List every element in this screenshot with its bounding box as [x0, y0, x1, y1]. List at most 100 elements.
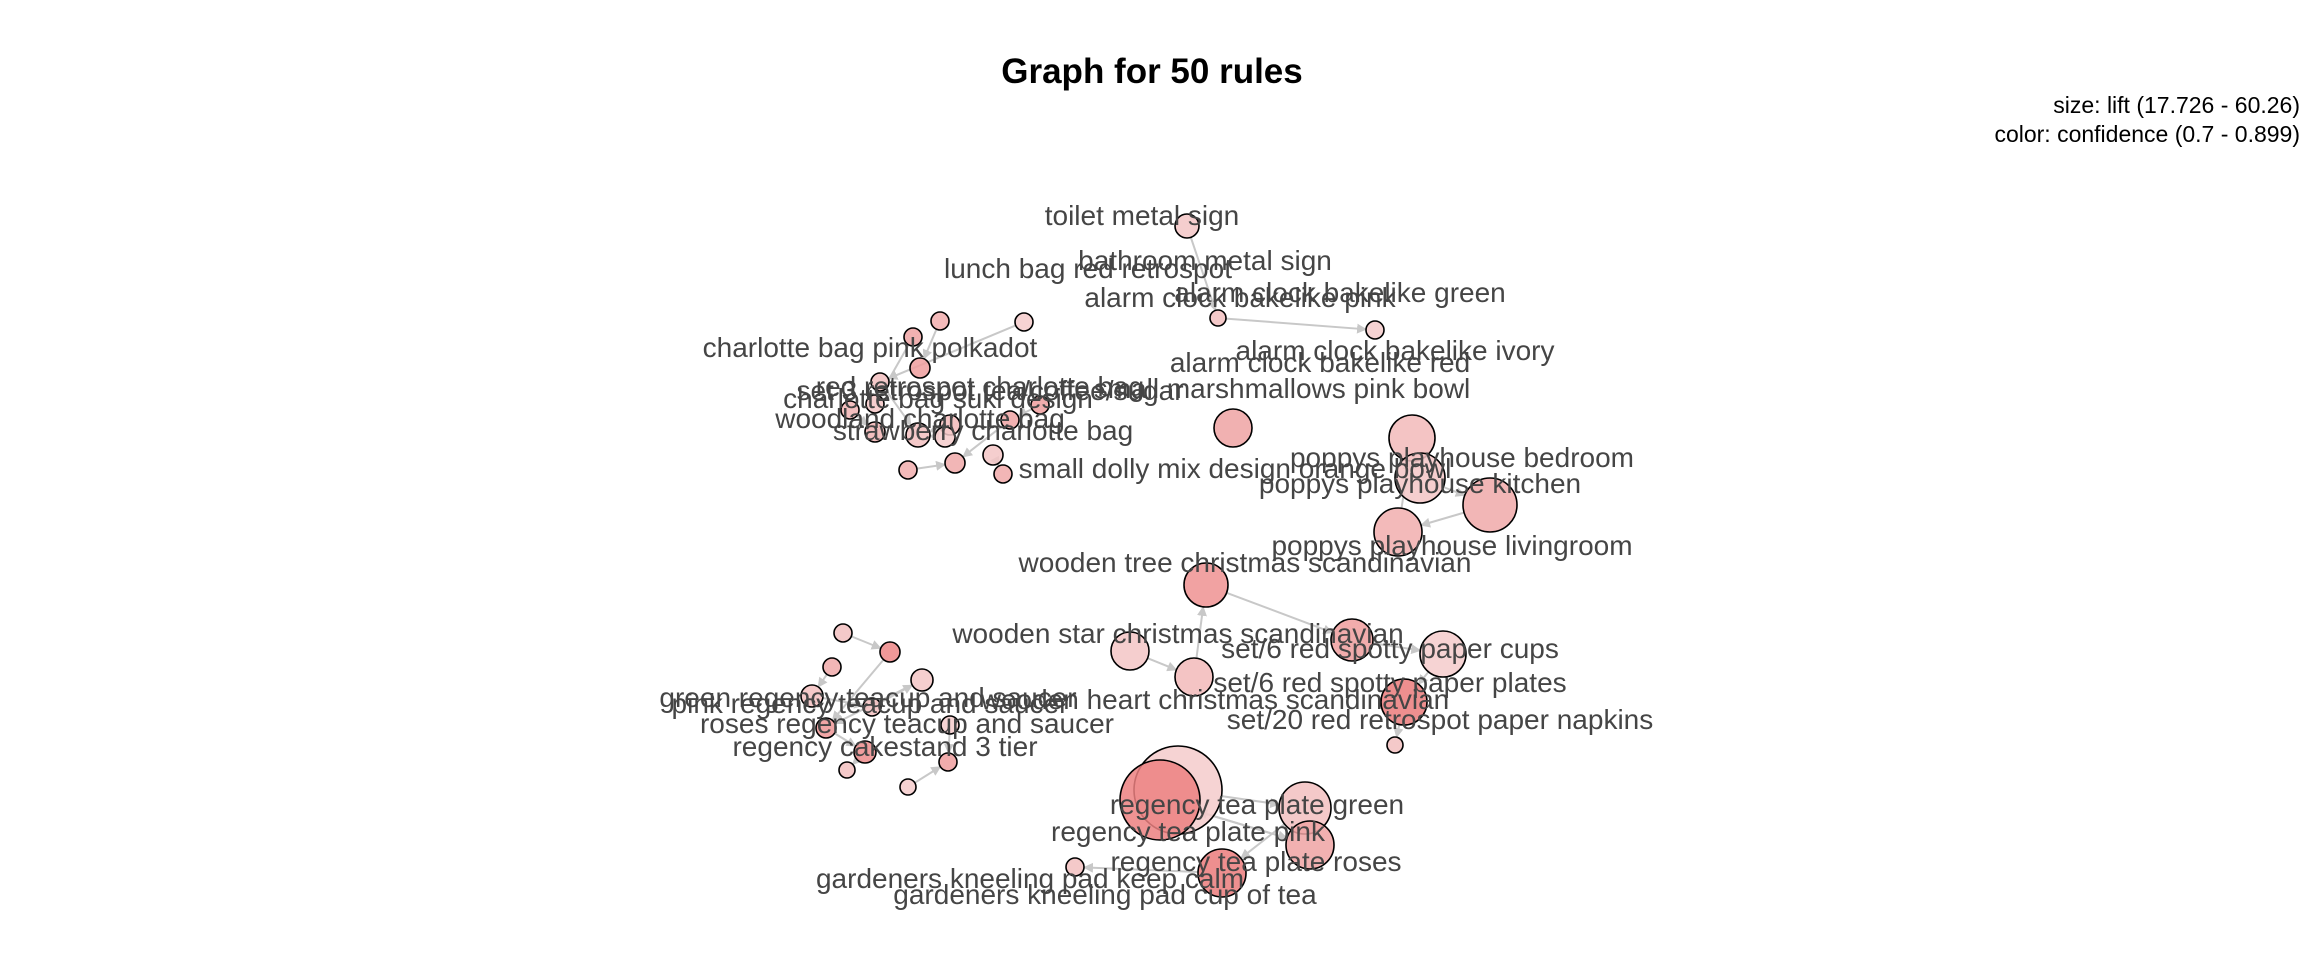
item-label-20: wooden heart christmas scandinavian — [980, 684, 1449, 715]
rule-node-31 — [1386, 736, 1404, 754]
graph-edge-37 — [822, 696, 865, 709]
item-label-24: green regency teacup and saucer — [659, 682, 1076, 713]
item-label-10: set 3 retrospot tea/coffee/sugar — [796, 375, 1183, 406]
rule-node-27 — [1110, 631, 1150, 671]
graph-edge-35 — [943, 733, 954, 755]
rule-node-6 — [840, 400, 860, 420]
graph-edge-6 — [1017, 407, 1033, 417]
rule-node-3 — [903, 327, 923, 347]
item-label-18: wooden tree christmas scandinavian — [1018, 547, 1472, 578]
rule-node-28 — [1174, 657, 1214, 697]
graph-edge-0 — [1189, 237, 1218, 312]
rule-node-18 — [1209, 309, 1227, 327]
rule-node-9 — [1030, 395, 1050, 415]
rule-node-42 — [800, 684, 824, 708]
rule-node-44 — [853, 740, 877, 764]
item-label-21: set/6 red spotty paper cups — [1221, 633, 1559, 664]
rule-node-47 — [938, 752, 958, 772]
graph-edge-14 — [1442, 486, 1466, 497]
rule-node-12 — [934, 426, 956, 448]
item-label-11: woodland charlotte bag — [774, 403, 1065, 434]
rule-node-22 — [1394, 452, 1446, 504]
rule-node-46 — [899, 778, 917, 796]
graph-edge-29 — [817, 673, 828, 688]
legend-color: color: confidence (0.7 - 0.899) — [1994, 121, 2300, 147]
graph-edge-23 — [1221, 795, 1281, 809]
rule-node-45 — [838, 761, 856, 779]
rule-node-16 — [982, 444, 1004, 466]
item-label-6: alarm clock bakelike ivory — [1236, 335, 1555, 366]
item-label-23: set/20 red retrospot paper napkins — [1227, 704, 1653, 735]
item-label-19: wooden star christmas scandinavian — [951, 618, 1403, 649]
rule-node-19 — [1365, 320, 1385, 340]
item-label-32: gardeners kneeling pad cup of tea — [893, 879, 1317, 910]
graph-edge-34 — [879, 684, 914, 704]
item-label-7: alarm clock bakelike red — [1170, 347, 1470, 378]
graph-edge-4 — [856, 415, 869, 427]
graph-edge-21 — [1393, 724, 1404, 739]
graph-edge-22 — [1372, 642, 1422, 655]
rule-node-14 — [898, 460, 918, 480]
rule-node-7 — [865, 394, 885, 414]
item-label-31: gardeners kneeling pad keep calm — [816, 863, 1244, 894]
rule-node-20 — [1213, 408, 1253, 448]
item-label-28: regency tea plate green — [1110, 789, 1404, 820]
legend-size: size: lift (17.726 - 60.26) — [2053, 92, 2300, 118]
graph-edge-19 — [1195, 605, 1207, 659]
rule-node-38 — [833, 623, 853, 643]
rule-node-41 — [910, 668, 934, 692]
graph-edge-7 — [916, 460, 947, 471]
graph-edge-25 — [1240, 823, 1286, 859]
rule-node-33 — [1119, 759, 1201, 841]
rule-node-49 — [940, 715, 960, 735]
rule-node-39 — [879, 641, 901, 663]
graph-edge-12 — [1225, 317, 1368, 334]
graph-edge-2 — [922, 328, 938, 360]
rule-node-2 — [930, 311, 950, 331]
item-label-30: regency tea plate roses — [1110, 846, 1401, 877]
item-label-1: bathroom metal sign — [1078, 245, 1332, 276]
item-label-3: alarm clock bakelike green — [1174, 277, 1506, 308]
item-label-16: poppys playhouse kitchen — [1259, 468, 1581, 499]
item-label-13: small dolly mix design orange bowl — [1019, 453, 1452, 484]
graph-edge-17 — [1226, 591, 1334, 635]
graph-edge-32 — [851, 754, 863, 766]
rule-node-35 — [1285, 820, 1335, 870]
item-label-27: regency cakestand 3 tier — [732, 731, 1037, 762]
graph-edge-36 — [831, 659, 885, 722]
rule-node-29 — [1419, 630, 1467, 678]
rule-node-23 — [1462, 477, 1518, 533]
item-label-8: red retrospot charlotte bag — [816, 371, 1144, 402]
graph-edge-10 — [884, 388, 912, 427]
rule-node-36 — [1197, 848, 1247, 898]
item-label-2: lunch bag red retrospot — [944, 253, 1232, 284]
rule-node-24 — [1373, 507, 1423, 557]
item-label-14: small marshmallows pink bowl — [1094, 373, 1471, 404]
item-label-29: regency tea plate pink — [1051, 816, 1326, 847]
item-label-25: pink regency teacup and saucer — [672, 688, 1069, 719]
rule-node-17 — [993, 464, 1013, 484]
item-label-26: roses regency teacup and saucer — [700, 708, 1114, 739]
item-label-9: charlotte bag suki design — [783, 383, 1093, 414]
item-label-4: alarm clock bakelike pink — [1084, 282, 1396, 313]
rule-node-43 — [815, 717, 837, 739]
graph-edge-20 — [1417, 671, 1430, 685]
rule-node-5 — [870, 372, 890, 392]
item-label-17: poppys playhouse livingroom — [1271, 530, 1632, 561]
graph-edge-18 — [1147, 657, 1178, 672]
rule-node-10 — [1000, 410, 1020, 430]
graph-edge-33 — [914, 765, 942, 784]
rule-node-25 — [1183, 562, 1229, 608]
rule-node-4 — [909, 357, 931, 379]
rule-node-26 — [1330, 618, 1374, 662]
graph-edge-28 — [850, 635, 882, 650]
rule-node-0 — [1174, 213, 1200, 239]
rule-node-37 — [1065, 857, 1085, 877]
item-label-0: toilet metal sign — [1045, 200, 1240, 231]
rule-node-15 — [944, 452, 966, 474]
rule-node-13 — [864, 421, 886, 443]
graph-edge-31 — [833, 732, 857, 748]
rule-node-30 — [1380, 678, 1428, 726]
item-label-12: strawberry charlotte bag — [833, 415, 1133, 446]
